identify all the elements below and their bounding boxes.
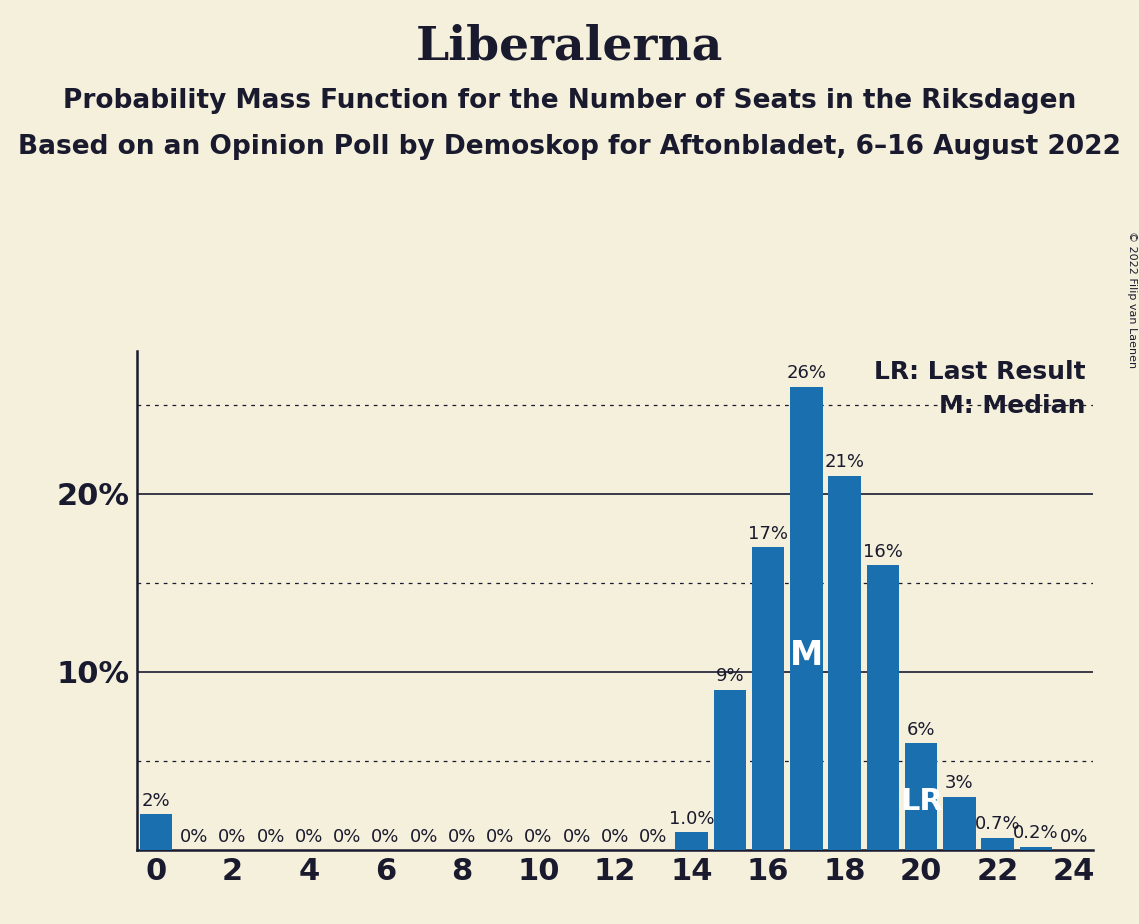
Bar [714,689,746,850]
Text: LR: Last Result: LR: Last Result [874,360,1085,384]
Text: 0%: 0% [601,828,629,845]
Text: M: M [789,639,823,672]
Text: 0%: 0% [639,828,667,845]
Text: 2%: 2% [141,792,170,810]
Text: 3%: 3% [945,774,974,792]
Text: 16%: 16% [863,542,903,561]
Text: 0%: 0% [448,828,476,845]
Bar [906,743,937,850]
Text: 26%: 26% [786,364,827,383]
Bar [140,814,172,850]
Bar [982,837,1014,850]
Bar [828,476,861,850]
Text: 0%: 0% [295,828,323,845]
Text: 1.0%: 1.0% [669,809,714,828]
Text: 9%: 9% [715,667,744,686]
Text: 0%: 0% [486,828,515,845]
Text: 0%: 0% [371,828,400,845]
Text: LR: LR [900,787,943,817]
Text: 0.2%: 0.2% [1014,824,1059,842]
Text: 0%: 0% [563,828,591,845]
Text: 0%: 0% [410,828,437,845]
Text: 0%: 0% [524,828,552,845]
Bar [790,387,822,850]
Bar [943,796,976,850]
Text: 6%: 6% [907,721,935,738]
Text: 0%: 0% [256,828,285,845]
Text: 21%: 21% [825,454,865,471]
Text: 0%: 0% [180,828,208,845]
Text: 0%: 0% [1060,828,1089,845]
Bar [867,565,899,850]
Text: 0%: 0% [333,828,361,845]
Bar [1019,846,1052,850]
Text: 17%: 17% [748,525,788,542]
Text: 0.7%: 0.7% [975,815,1021,833]
Text: Based on an Opinion Poll by Demoskop for Aftonbladet, 6–16 August 2022: Based on an Opinion Poll by Demoskop for… [18,134,1121,160]
Bar [675,833,707,850]
Text: © 2022 Filip van Laenen: © 2022 Filip van Laenen [1126,231,1137,368]
Text: Probability Mass Function for the Number of Seats in the Riksdagen: Probability Mass Function for the Number… [63,88,1076,114]
Text: M: Median: M: Median [940,394,1085,418]
Bar [752,547,785,850]
Text: Liberalerna: Liberalerna [416,23,723,69]
Text: 0%: 0% [219,828,246,845]
